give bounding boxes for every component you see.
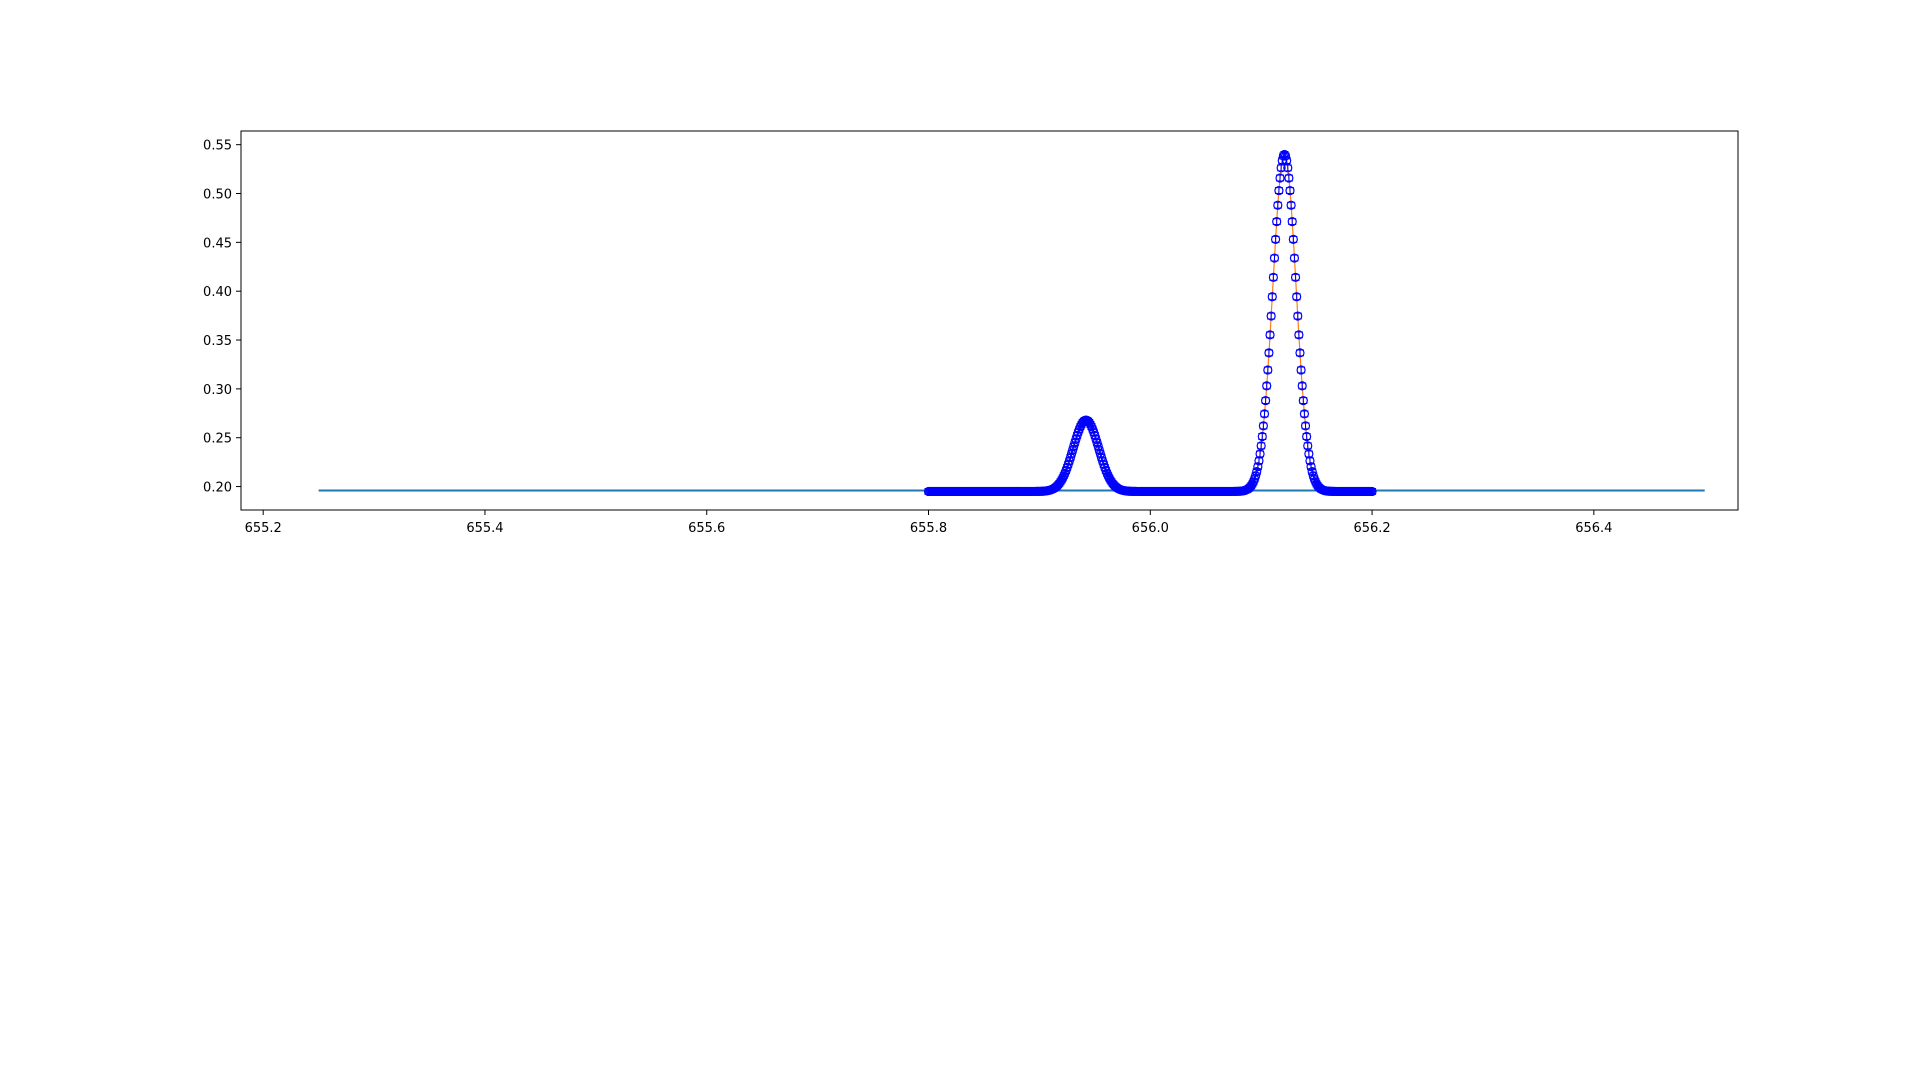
x-axis: 655.2 655.4 655.6 655.8 656.0 656.2 656.4 [245,510,1612,536]
data-point [1286,200,1296,210]
data-point [1264,348,1274,358]
data-point [1274,185,1284,196]
y-tick-label: 0.50 [203,188,232,203]
x-tick-label: 655.6 [688,521,725,536]
data-point [1294,330,1304,340]
data-point [1267,292,1277,302]
x-tick-label: 655.2 [245,521,282,536]
data-point [1266,311,1276,321]
data-point [1284,173,1294,183]
data-point [1303,441,1313,451]
data-point [1285,185,1295,196]
data-point [1270,234,1281,244]
y-tick-label: 0.35 [203,334,232,349]
plot-frame [240,130,1739,511]
data-point [1297,381,1307,391]
y-tick-label: 0.55 [203,139,232,154]
data-layer [318,149,1705,497]
data-point [1275,173,1285,183]
data-point [1367,486,1377,497]
data-point [1302,431,1312,442]
data-point [1300,421,1311,431]
x-tick-label: 656.4 [1575,521,1612,536]
data-point [1272,216,1282,227]
data-point [1262,381,1272,391]
data-point [1258,421,1268,431]
data-point [1259,409,1270,419]
data-point [1290,272,1301,282]
y-tick-label: 0.45 [203,236,232,251]
data-point [1292,292,1302,302]
data-point [1296,365,1306,375]
data-point [1273,200,1283,210]
data-point [1269,253,1280,263]
plot-background [241,131,1738,510]
data-point [1283,163,1293,173]
data-point [1295,348,1305,358]
y-tick-label: 0.30 [203,383,232,398]
x-tick-label: 655.8 [910,521,947,536]
data-point [1257,431,1267,442]
y-axis: 0.20 0.25 0.30 0.35 0.40 0.45 0.50 0.55 [203,139,241,496]
x-tick-label: 656.2 [1353,521,1390,536]
data-point [1263,365,1273,375]
data-point [1299,409,1310,419]
y-tick-label: 0.20 [203,481,232,496]
data-point [1268,272,1278,282]
data-point [1256,441,1266,451]
data-point [1289,253,1300,263]
data-point [1265,330,1275,340]
data-point [1298,395,1308,406]
x-tick-label: 655.4 [466,521,503,536]
data-point [1287,216,1297,227]
data-point [1293,311,1303,321]
data-point [1306,462,1316,472]
series-points-observed [923,149,1377,497]
y-tick-label: 0.25 [203,432,232,447]
data-point [1288,234,1298,244]
data-point [1261,395,1271,406]
x-tick-label: 656.0 [1132,521,1169,536]
y-tick-label: 0.40 [203,285,232,300]
